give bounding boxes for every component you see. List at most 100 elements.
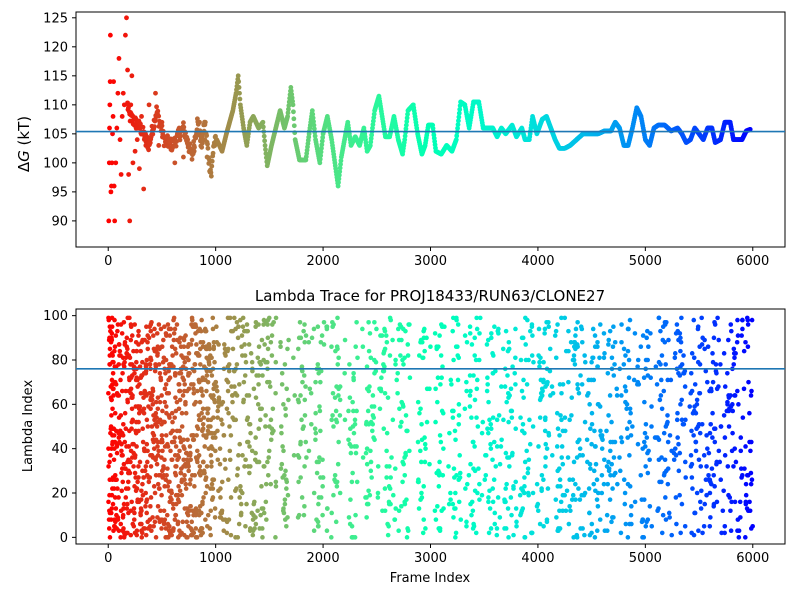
lambda-trace-point bbox=[472, 468, 478, 474]
lambda-trace-point bbox=[440, 410, 446, 416]
lambda-trace-point bbox=[350, 470, 355, 476]
lambda-trace-point bbox=[148, 355, 153, 361]
lambda-trace-point bbox=[215, 408, 221, 414]
lambda-trace-point bbox=[154, 424, 160, 429]
lambda-trace-point bbox=[136, 342, 141, 347]
lambda-trace-point bbox=[298, 393, 303, 398]
lambda-trace-point bbox=[483, 472, 489, 478]
lambda-trace-point bbox=[155, 395, 161, 400]
lambda-trace-point bbox=[725, 370, 730, 376]
lambda-trace-point bbox=[112, 348, 117, 354]
lambda-trace-point bbox=[211, 344, 217, 349]
lambda-trace-point bbox=[545, 379, 550, 385]
lambda-trace-point bbox=[659, 479, 664, 485]
lambda-trace-point bbox=[279, 430, 284, 436]
free-energy-point bbox=[132, 148, 138, 154]
lambda-trace-point bbox=[683, 475, 688, 480]
lambda-trace-point bbox=[748, 393, 754, 398]
free-energy-point bbox=[208, 170, 214, 176]
lambda-trace-point bbox=[503, 450, 509, 456]
lambda-trace-point bbox=[336, 439, 341, 445]
lambda-trace-point bbox=[743, 481, 749, 487]
free-energy-points bbox=[106, 15, 753, 224]
lambda-trace-point bbox=[346, 408, 351, 414]
lambda-trace-point bbox=[507, 393, 512, 398]
lambda-trace-point bbox=[675, 410, 680, 416]
lambda-trace-point bbox=[134, 532, 140, 538]
lambda-trace-point bbox=[450, 501, 456, 507]
lambda-trace-point bbox=[120, 479, 126, 485]
lambda-trace-point bbox=[173, 472, 179, 478]
lambda-trace-point bbox=[495, 495, 501, 500]
lambda-trace-point bbox=[128, 324, 134, 330]
lambda-trace-point bbox=[488, 441, 493, 447]
lambda-trace-point bbox=[728, 508, 733, 514]
lambda-trace-point bbox=[703, 368, 709, 374]
free-energy-point bbox=[262, 143, 268, 148]
lambda-trace-point bbox=[640, 333, 646, 338]
lambda-trace-point bbox=[335, 315, 340, 321]
lambda-trace-point bbox=[575, 386, 581, 392]
lambda-trace-point bbox=[110, 370, 116, 376]
free-energy-point bbox=[189, 156, 195, 162]
lambda-trace-point bbox=[476, 357, 482, 363]
lambda-trace-point bbox=[702, 346, 707, 352]
lambda-trace-point bbox=[625, 535, 631, 540]
lambda-trace-point bbox=[726, 424, 732, 429]
free-energy-y-tick-label: 110 bbox=[43, 98, 68, 113]
lambda-trace-point bbox=[175, 519, 181, 525]
lambda-trace-point bbox=[729, 328, 734, 334]
lambda-trace-point bbox=[227, 424, 232, 429]
free-energy-point bbox=[338, 161, 343, 167]
lambda-trace-point bbox=[370, 393, 376, 398]
lambda-trace-point bbox=[180, 393, 186, 398]
lambda-trace-point bbox=[183, 486, 189, 491]
lambda-trace-point bbox=[301, 328, 306, 334]
lambda-trace-point bbox=[749, 388, 754, 394]
lambda-trace-point bbox=[150, 402, 156, 407]
lambda-trace-point bbox=[212, 359, 217, 365]
lambda-trace-point bbox=[695, 324, 701, 330]
lambda-trace-point bbox=[653, 364, 659, 369]
lambda-trace-point bbox=[718, 362, 723, 367]
lambda-trace-point bbox=[424, 335, 429, 341]
lambda-trace-point bbox=[689, 475, 695, 480]
lambda-trace-point bbox=[567, 477, 572, 483]
lambda-trace-point bbox=[243, 457, 248, 463]
lambda-trace-point bbox=[749, 317, 755, 323]
lambda-trace-point bbox=[112, 410, 118, 416]
lambda-trace-point bbox=[209, 459, 214, 465]
lambda-trace-point bbox=[315, 362, 321, 367]
lambda-trace-point bbox=[144, 357, 150, 363]
lambda-trace-point bbox=[169, 457, 175, 463]
lambda-trace-point bbox=[215, 457, 221, 463]
lambda-trace-point bbox=[342, 337, 348, 343]
lambda-trace-point bbox=[627, 317, 633, 323]
lambda-trace-point bbox=[744, 315, 750, 321]
lambda-trace-point bbox=[706, 472, 711, 478]
lambda-trace-point bbox=[107, 535, 113, 540]
free-energy-point bbox=[109, 160, 115, 166]
lambda-trace-point bbox=[106, 517, 112, 522]
lambda-trace-point bbox=[185, 535, 190, 540]
lambda-trace-point bbox=[726, 408, 732, 414]
free-energy-point bbox=[402, 137, 408, 143]
lambda-trace-point bbox=[442, 324, 447, 330]
lambda-trace-point bbox=[248, 351, 254, 356]
lambda-trace-point bbox=[214, 384, 219, 389]
lambda-trace-point bbox=[336, 393, 341, 398]
lambda-trace-point bbox=[679, 417, 685, 423]
lambda-trace-point bbox=[296, 512, 302, 518]
lambda-trace-point bbox=[130, 393, 135, 398]
lambda-trace-point bbox=[642, 430, 648, 436]
lambda-trace-point bbox=[503, 328, 509, 334]
lambda-trace-point bbox=[419, 421, 424, 427]
lambda-trace-point bbox=[405, 528, 411, 533]
lambda-trace-point bbox=[201, 495, 206, 500]
lambda-trace-point bbox=[107, 477, 113, 483]
lambda-trace-point bbox=[520, 421, 526, 427]
lambda-trace-point bbox=[167, 415, 172, 420]
lambda-trace-point bbox=[109, 413, 114, 418]
lambda-trace-point bbox=[193, 512, 199, 518]
free-energy-point bbox=[237, 96, 243, 102]
